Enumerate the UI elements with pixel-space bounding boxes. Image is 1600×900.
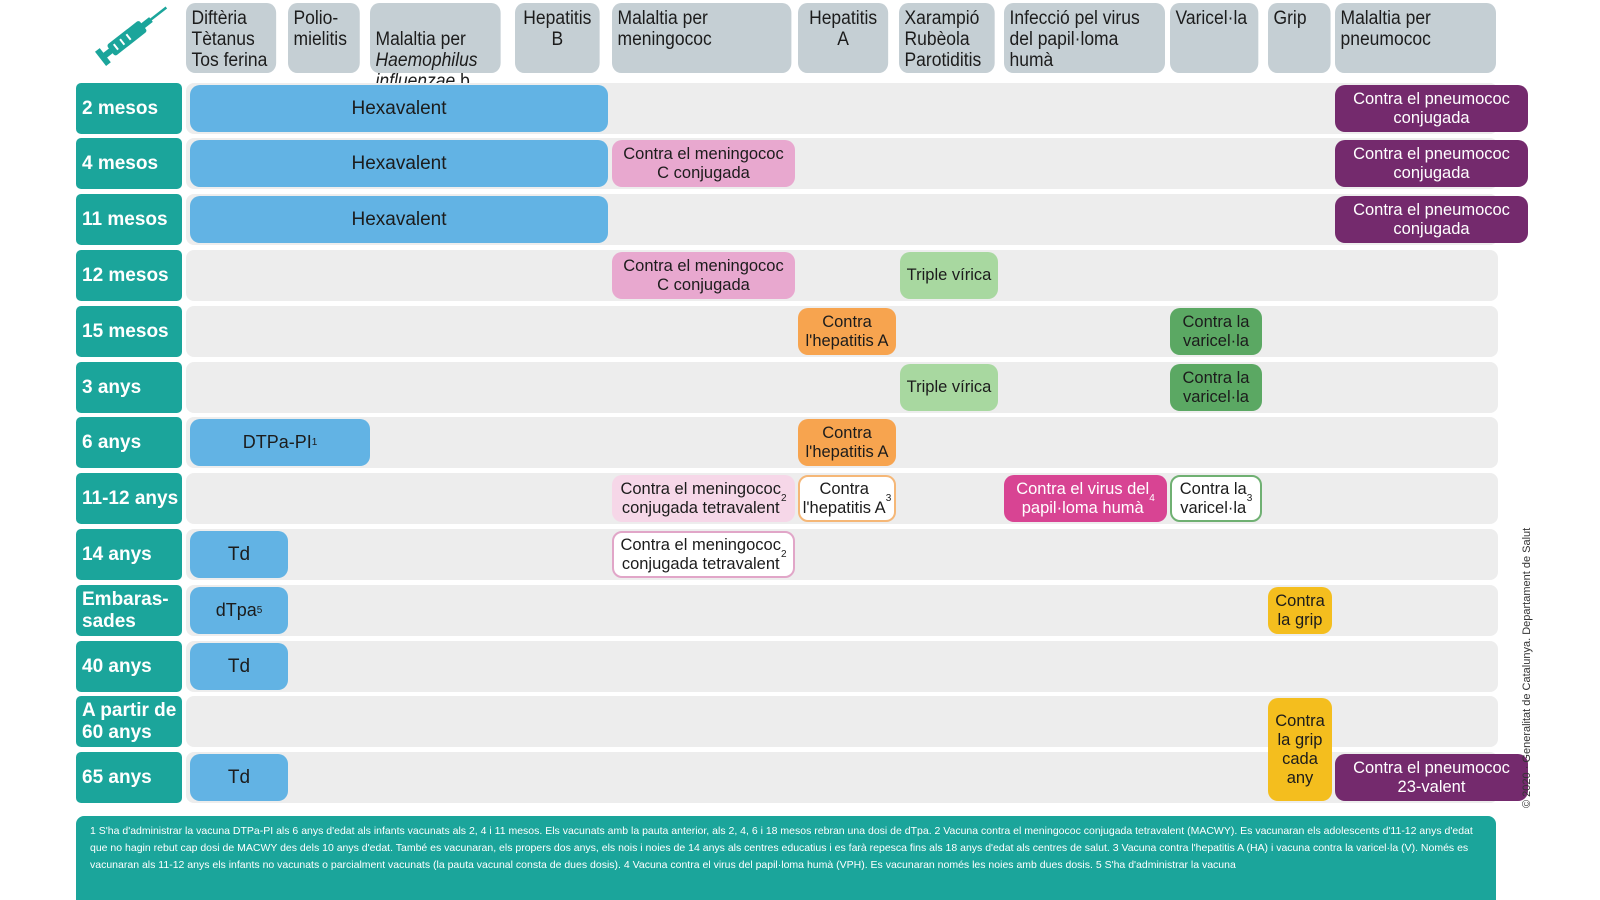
row-label-60-anys: A partir de 60 anys [76, 696, 182, 747]
cell-pneumococ-23-65a: Contra el pneumococ 23-valent [1335, 754, 1528, 801]
cell-dtpa-pi-6a: DTPa-PI 1 [190, 419, 370, 466]
cell-varicella-15m: Contra la varicel·la [1170, 308, 1262, 355]
footnote-ref: 3 [885, 493, 892, 504]
row-label-11-12-anys: 11-12 anys [76, 473, 182, 524]
copyright: © 2020 · Generalitat de Catalunya. Depar… [1521, 527, 1533, 808]
cell-grip-annual: Contra la grip cada any [1268, 698, 1332, 801]
cell-varicella-11a-label: Contra la varicel·la [1179, 479, 1247, 517]
row-label-15-mesos: 15 mesos [76, 306, 182, 357]
cell-dtpa-embarassades-label: dTpa [215, 600, 257, 620]
cell-td-14a: Td [190, 531, 288, 578]
cell-pneumococ-4m: Contra el pneumococ conjugada [1335, 140, 1528, 187]
footnote-ref: 3 [1246, 493, 1253, 504]
cell-varicella-3a: Contra la varicel·la [1170, 364, 1262, 411]
footnote-ref: 4 [1149, 493, 1155, 504]
cell-meningococ-c-12m: Contra el meningococ C conjugada [612, 252, 795, 299]
footnote-ref: 1 [311, 437, 318, 448]
cell-hepatitis-a-6a: Contra l'hepatitis A [798, 419, 896, 466]
cell-varicella-11a: Contra la varicel·la 3 [1170, 475, 1262, 522]
header-flu: Grip [1268, 3, 1331, 73]
header-measles: Xarampió Rubèola Parotiditis [899, 3, 995, 73]
row-label-embarassades: Embaras- sades [76, 585, 182, 636]
row-label-3-anys: 3 anys [76, 362, 182, 413]
row-background [186, 641, 1498, 692]
header-hepatitis-b: Hepatitis B [515, 3, 600, 73]
header-diphtheria: Diftèria Tètanus Tos ferina [186, 3, 277, 73]
row-label-6-anys: 6 anys [76, 417, 182, 468]
row-label-14-anys: 14 anys [76, 529, 182, 580]
cell-pneumococ-2m: Contra el pneumococ conjugada [1335, 85, 1528, 132]
row-label-12-mesos: 12 mesos [76, 250, 182, 301]
header-haemophilus: Malaltia per Haemophilus influenzae b [370, 3, 501, 92]
header-haemophilus-line: Malaltia per [375, 29, 466, 50]
row-label-4-mesos: 4 mesos [76, 138, 182, 189]
row-label-65-anys: 65 anys [76, 752, 182, 803]
header-varicella: Varicel·la [1170, 3, 1259, 73]
cell-pneumococ-11m: Contra el pneumococ conjugada [1335, 196, 1528, 243]
cell-menacwy-11a: Contra el meningococ conjugada tetravale… [612, 475, 795, 522]
footnote-ref: 5 [256, 605, 263, 616]
cell-grip-embarassades: Contra la grip [1268, 587, 1332, 634]
header-meningococ: Malaltia per meningococ [612, 3, 792, 73]
row-label-2-mesos: 2 mesos [76, 83, 182, 134]
footnote-ref: 2 [780, 549, 787, 560]
cell-triple-virica-12m: Triple vírica [900, 252, 998, 299]
row-background [186, 529, 1498, 580]
cell-dtpa-embarassades: dTpa 5 [190, 587, 288, 634]
row-label-40-anys: 40 anys [76, 641, 182, 692]
syringe-icon [95, 6, 168, 66]
cell-hexavalent-4m: Hexavalent [190, 140, 608, 187]
cell-hexavalent-11m: Hexavalent [190, 196, 608, 243]
header-haemophilus-line: Haemophilus [375, 50, 478, 71]
cell-vph-11a: Contra el virus del papil·loma humà 4 [1004, 475, 1167, 522]
cell-hepatitis-a-15m: Contra l'hepatitis A [798, 308, 896, 355]
cell-dtpa-pi-6a-label: DTPa-PI [242, 432, 312, 452]
cell-triple-virica-3a: Triple vírica [900, 364, 998, 411]
cell-menacwy-14a-label: Contra el meningococ conjugada tetravale… [620, 535, 781, 573]
row-background [186, 362, 1498, 413]
row-background [186, 250, 1498, 301]
header-polio: Polio- mielitis [288, 3, 360, 73]
header-hepatitis-a: Hepatitis A [798, 3, 889, 73]
row-label-11-mesos: 11 mesos [76, 194, 182, 245]
cell-menacwy-11a-label: Contra el meningococ conjugada tetravale… [620, 479, 781, 517]
cell-hexavalent-2m: Hexavalent [190, 85, 608, 132]
header-pneumococ: Malaltia per pneumococ [1335, 3, 1496, 73]
footnotes: 1 S'ha d'administrar la vacuna DTPa-PI a… [76, 816, 1496, 900]
cell-vph-11a-label: Contra el virus del papil·loma humà [1016, 479, 1150, 517]
cell-hepatitis-a-11a-label: Contra l'hepatitis A [802, 479, 886, 517]
cell-menacwy-14a: Contra el meningococ conjugada tetravale… [612, 531, 795, 578]
cell-td-65a: Td [190, 754, 288, 801]
header-hpv: Infecció pel virus del papil·loma humà [1004, 3, 1165, 73]
cell-meningococ-c-4m: Contra el meningococ C conjugada [612, 140, 795, 187]
footnote-ref: 2 [780, 493, 787, 504]
cell-td-40a: Td [190, 643, 288, 690]
